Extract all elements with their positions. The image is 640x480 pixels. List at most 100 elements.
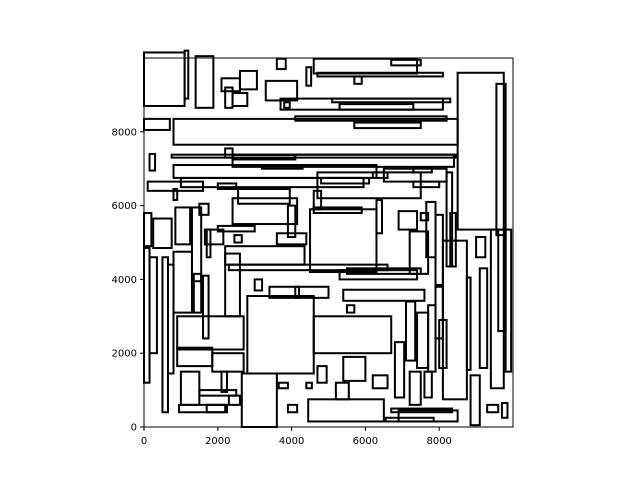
rectangle-98	[211, 352, 245, 373]
rectangle-53	[397, 210, 419, 231]
rectangle-106	[334, 381, 350, 401]
rectangle-58	[309, 208, 378, 274]
rectangle-51	[174, 206, 192, 246]
rectangle-11	[305, 66, 313, 87]
rectangle-14	[316, 71, 444, 78]
rectangle-18	[456, 71, 505, 231]
plot-frame	[143, 57, 514, 428]
rectangle-54	[419, 211, 430, 222]
rectangle-8	[283, 101, 291, 109]
chart-marks	[143, 49, 513, 428]
y-tick-label: 8000	[112, 127, 137, 138]
rectangle-41	[412, 180, 441, 189]
rectangle-113	[240, 372, 278, 428]
rectangle-105	[371, 374, 389, 390]
rectangle-31	[320, 176, 371, 185]
rectangle-88	[312, 315, 393, 355]
rectangle-104	[342, 355, 367, 382]
rectangle-84	[342, 288, 426, 302]
rectangle-77	[202, 274, 210, 340]
rectangle-103	[316, 365, 328, 384]
rectangle-29	[231, 153, 455, 168]
rectangle-99	[393, 341, 406, 399]
y-tick-label: 6000	[112, 201, 137, 212]
rectangle-6	[231, 92, 249, 107]
rectangle-20	[143, 117, 171, 131]
rectangle-44	[231, 197, 299, 226]
rectangle-63	[224, 245, 306, 266]
rectangle-24	[148, 152, 157, 172]
rectangle-52	[143, 211, 153, 248]
rectangle-37	[216, 182, 238, 190]
rectangle-42	[198, 202, 210, 216]
rectangle-35	[261, 164, 304, 170]
rectangle-90	[404, 300, 417, 362]
rectangle-108	[179, 370, 201, 406]
rectangle-85	[345, 267, 422, 275]
rectangle-1	[183, 49, 190, 100]
rectangle-23	[353, 121, 422, 130]
rectangle-50	[152, 217, 173, 250]
rectangle-111	[178, 403, 229, 414]
rectangle-114	[277, 381, 289, 390]
rectangle-15	[331, 97, 452, 104]
rectangle-62	[233, 234, 243, 244]
axes: 0 2000 4000 6000 8000 0 2000 4000 6000 8000	[112, 127, 452, 447]
rectangle-16	[338, 103, 415, 111]
rectangle-82	[294, 285, 300, 299]
rectangle-30	[231, 154, 297, 161]
rectangle-46	[286, 204, 297, 238]
rectangle-107	[220, 370, 229, 393]
rectangle-19	[495, 82, 507, 237]
rectangle-95	[465, 276, 472, 371]
x-tick-label: 6000	[353, 436, 378, 447]
rectangle-57	[203, 228, 225, 246]
rectangle-109	[198, 389, 238, 397]
x-tick-label: 8000	[426, 436, 451, 447]
rectangle-116	[286, 403, 299, 414]
rectangle-17	[390, 58, 422, 67]
rectangle-60	[275, 232, 308, 246]
rectangle-7	[224, 86, 234, 109]
rectangle-86	[176, 315, 245, 351]
rectangle-76	[192, 272, 203, 314]
rectangle-49	[190, 206, 203, 283]
y-tick-label: 4000	[112, 275, 137, 286]
rectangle-74	[166, 263, 175, 375]
rectangle-33	[412, 166, 433, 174]
rectangle-122	[500, 402, 509, 419]
rectangle-112	[205, 403, 227, 414]
rectangle-100	[408, 370, 422, 406]
rectangle-2	[194, 55, 215, 109]
rectangle-4	[238, 69, 258, 91]
rectangle-39	[316, 171, 422, 200]
rectangle-67	[475, 235, 487, 259]
rectangle-102	[469, 374, 481, 427]
x-tick-label: 0	[141, 436, 147, 447]
rectangle-96	[478, 267, 489, 369]
rectangle-70	[504, 228, 513, 373]
rectangle-21	[172, 117, 459, 146]
rectangle-94	[438, 318, 448, 369]
rectangle-89	[345, 304, 356, 314]
rectangle-80	[253, 278, 264, 292]
rectangle-87	[246, 295, 315, 375]
rectangle-121	[486, 403, 500, 414]
rectangle-117	[307, 398, 385, 423]
rectangle-10	[275, 57, 287, 71]
rectangle-120	[397, 409, 459, 423]
rectangle-43	[172, 187, 179, 202]
rectangle-72	[148, 256, 158, 355]
rectangle-59	[205, 228, 212, 259]
rectangle-91	[416, 311, 430, 369]
rectangle-110	[227, 394, 241, 406]
rectangle-64	[434, 213, 444, 286]
rectangle-61	[216, 224, 256, 233]
y-tick-label: 0	[131, 423, 137, 434]
x-tick-label: 4000	[279, 436, 304, 447]
rectangle-5	[264, 79, 299, 102]
rectangle-36	[146, 180, 205, 192]
rectangle-9	[353, 75, 363, 85]
rectangle-75	[172, 250, 193, 314]
